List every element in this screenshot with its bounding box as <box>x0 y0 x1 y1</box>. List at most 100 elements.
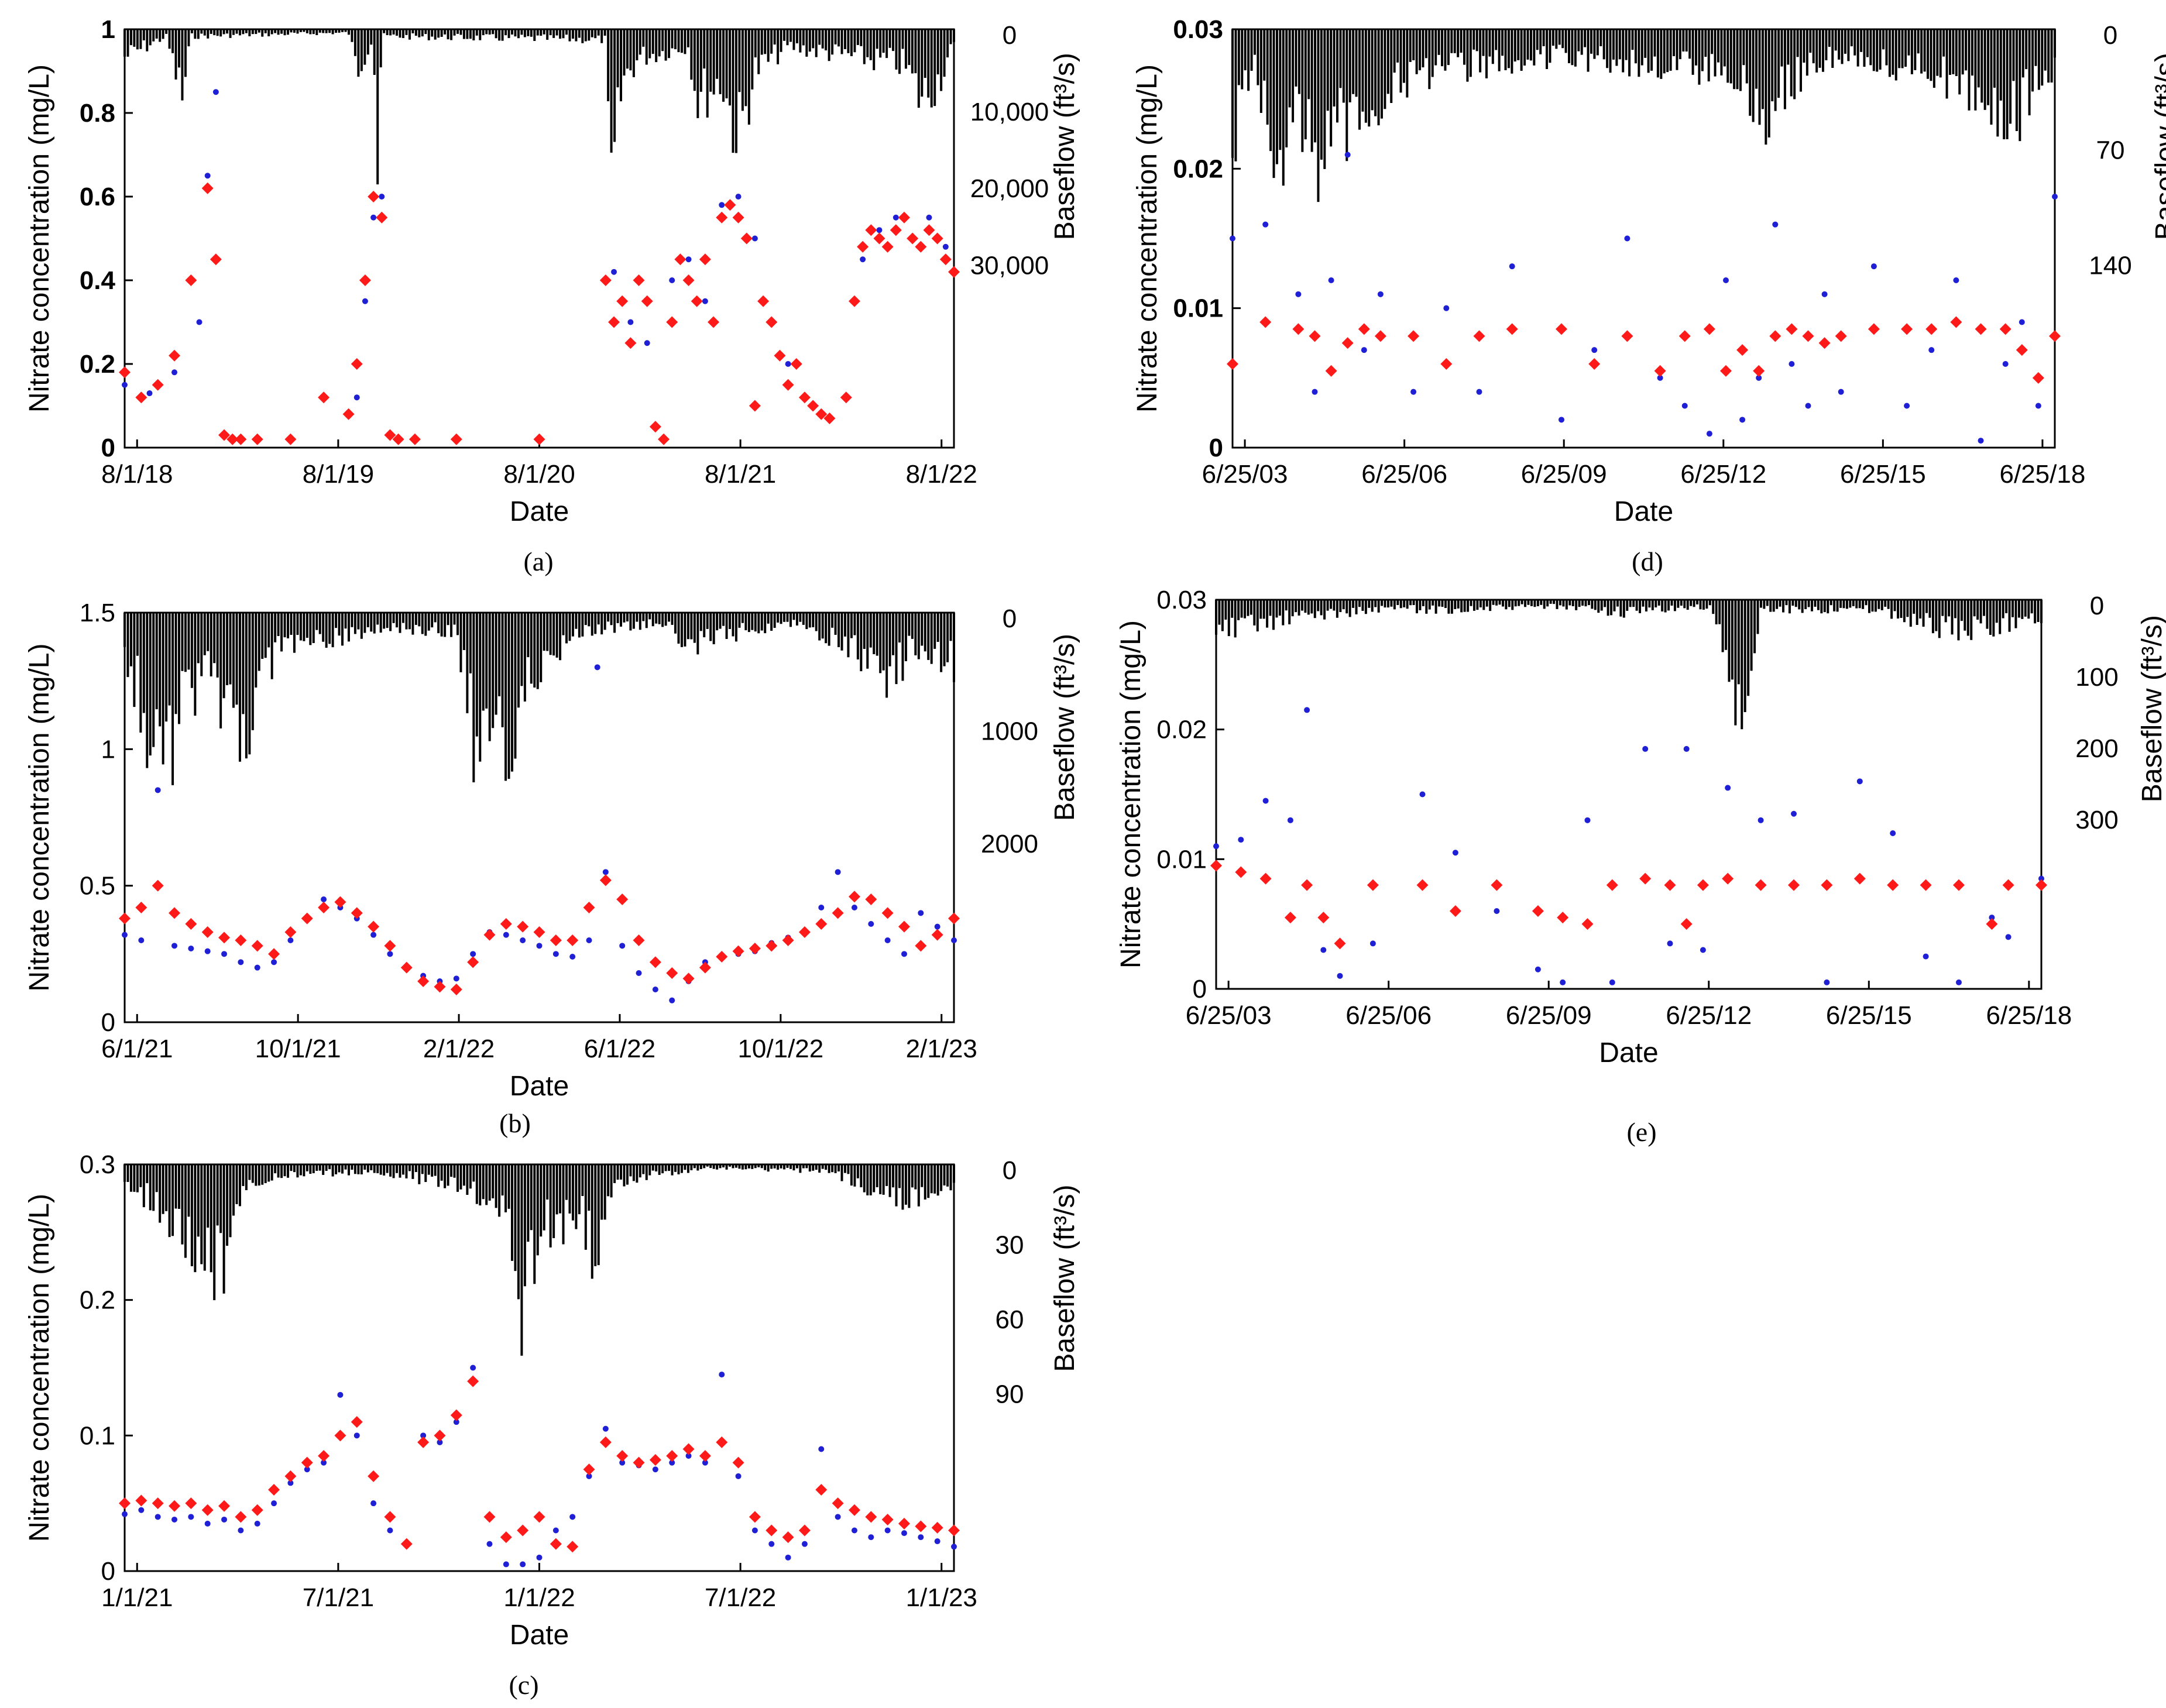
observed-point <box>1238 837 1244 843</box>
y2-tick-label: 140 <box>2089 251 2131 280</box>
observed-point <box>188 1514 194 1520</box>
observed-point <box>702 1459 708 1466</box>
observed-point <box>171 369 178 376</box>
observed-point <box>196 319 202 325</box>
panel-e: (e) 0 0.01 0.02 0.03 0 100 200 300 6/25/03 6/25/0… <box>1115 586 2166 1147</box>
simulated-point <box>135 391 147 404</box>
simulated-point <box>798 1524 811 1537</box>
observed-point <box>321 1459 327 1466</box>
observed-point <box>719 1372 725 1378</box>
observed-point <box>636 970 642 976</box>
simulated-point <box>774 349 786 362</box>
simulated-point <box>749 943 761 954</box>
observed-point <box>503 932 509 938</box>
observed-point <box>1642 745 1649 752</box>
simulated-point <box>533 926 545 938</box>
simulated-point <box>890 224 902 236</box>
simulated-point <box>1868 323 1880 335</box>
observed-point <box>652 1466 658 1473</box>
simulated-point <box>881 1513 894 1525</box>
observed-point <box>1706 431 1712 437</box>
simulated-point <box>185 918 197 930</box>
observed-point <box>685 256 692 263</box>
observed-point <box>884 1527 891 1534</box>
simulated-point <box>766 940 778 952</box>
y2-tick-label: 0 <box>1003 21 1017 50</box>
simulated-point <box>1408 330 1420 342</box>
observed-point <box>1667 940 1673 947</box>
simulated-point <box>633 1456 645 1469</box>
y2-tick-label: 30 <box>996 1231 1024 1259</box>
simulated-point <box>251 433 263 445</box>
simulated-point <box>599 874 612 886</box>
simulated-point <box>533 433 545 445</box>
x-tick-label: 7/1/22 <box>705 1583 776 1612</box>
observed-point <box>212 89 219 95</box>
y-tick-label: 0.6 <box>80 183 115 211</box>
observed-point <box>1304 707 1310 713</box>
simulated-point <box>1753 365 1765 377</box>
observed-point <box>387 1527 393 1534</box>
observed-point <box>138 1507 145 1513</box>
simulated-point <box>599 274 612 286</box>
y-tick-label: 0.2 <box>80 1286 115 1315</box>
observed-point <box>602 869 609 875</box>
simulated-point <box>807 400 819 412</box>
simulated-point <box>384 1511 396 1523</box>
observed-point <box>337 1391 344 1398</box>
simulated-point <box>1292 323 1305 335</box>
observed-point <box>271 959 277 965</box>
simulated-point <box>201 1504 214 1516</box>
panel-b: (b) 0 0.5 1 1.5 0 1000 2000 6/1/21 10/1/21 2/1/22… <box>24 599 1080 1138</box>
simulated-point <box>2016 344 2028 356</box>
simulated-point <box>857 240 869 253</box>
observed-point <box>1320 947 1327 953</box>
observed-point <box>1452 850 1458 856</box>
simulated-point <box>284 926 297 938</box>
y2-axis-label: Baseflow (ft³/s) <box>1049 634 1080 821</box>
simulated-point <box>674 253 686 266</box>
observed-point <box>1723 277 1729 283</box>
y2-axis-label: Baseflow (ft³/s) <box>2150 53 2166 240</box>
observed-point <box>652 987 658 992</box>
simulated-point <box>1697 879 1709 891</box>
observed-point <box>1609 979 1615 985</box>
simulated-point <box>873 232 885 245</box>
observed-point <box>155 1514 161 1520</box>
simulated-point <box>1786 323 1798 335</box>
y-axis-label: Nitrate concentration (mg/L) <box>24 644 55 992</box>
simulated-point <box>798 391 811 404</box>
simulated-point <box>368 920 380 933</box>
observed-point <box>644 340 650 346</box>
simulated-point <box>1953 879 1965 891</box>
observed-point <box>801 1541 808 1547</box>
observed-point <box>627 319 634 325</box>
simulated-point <box>359 274 371 286</box>
observed-point <box>420 1432 427 1439</box>
simulated-point <box>840 391 852 404</box>
observed-point <box>453 975 459 982</box>
simulated-point <box>152 379 164 391</box>
simulated-point <box>1950 316 1962 328</box>
simulated-point <box>342 408 355 420</box>
observed-point <box>569 954 576 960</box>
simulated-point <box>1374 330 1386 342</box>
simulated-point <box>616 295 629 307</box>
observed-point <box>1956 979 1962 985</box>
simulated-point <box>284 1470 297 1482</box>
simulated-point <box>766 1524 778 1537</box>
x-tick-label: 8/1/18 <box>101 460 173 489</box>
observed-point <box>1700 947 1706 953</box>
observed-point <box>1725 785 1731 791</box>
observed-point <box>868 1534 874 1541</box>
observed-point <box>893 214 899 221</box>
y2-tick-label: 100 <box>2075 663 2118 692</box>
simulated-point <box>1703 323 1715 335</box>
x-axis-label: Date <box>1599 1037 1658 1068</box>
simulated-point <box>1556 323 1567 335</box>
observed-point <box>1739 417 1746 423</box>
y2-tick-label: 0 <box>1003 1156 1017 1185</box>
x-tick-label: 8/1/20 <box>503 460 575 489</box>
plot-frame <box>123 611 955 1023</box>
y-tick-label: 0.03 <box>1156 586 1207 614</box>
